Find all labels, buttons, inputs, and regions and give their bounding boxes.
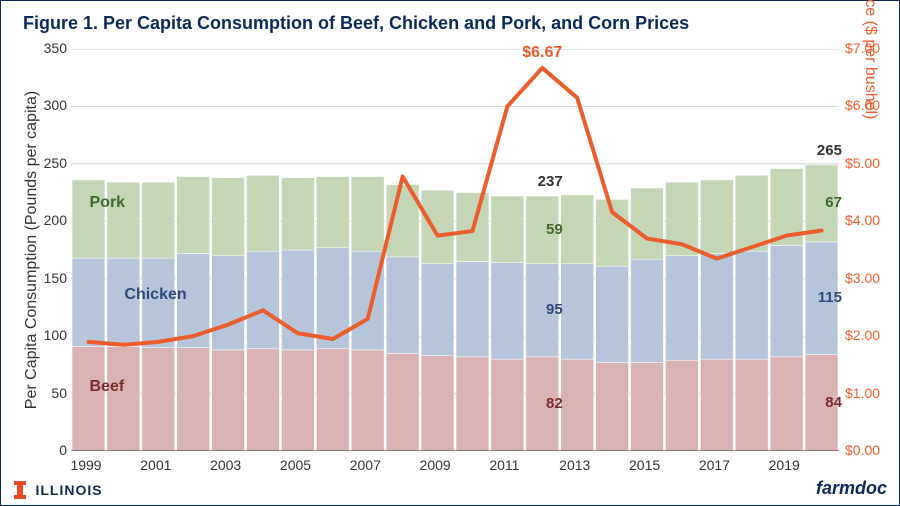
- brand-farmdoc: farmdoc: [816, 478, 887, 499]
- tick-label: 350: [37, 40, 67, 56]
- right-axis-label: Corn Price ($ per bushel): [861, 0, 879, 140]
- tick-label: 2015: [629, 457, 660, 473]
- brand-illinois-text: ILLINOIS: [35, 482, 102, 498]
- tick-label: 2001: [140, 457, 171, 473]
- tick-label: $3.00: [845, 270, 880, 286]
- tick-label: 2017: [699, 457, 730, 473]
- tick-label: $4.00: [845, 212, 880, 228]
- tick-label: 250: [37, 155, 67, 171]
- tick-label: $0.00: [845, 442, 880, 458]
- tick-label: 1999: [70, 457, 101, 473]
- chart-figure: Figure 1. Per Capita Consumption of Beef…: [0, 0, 900, 506]
- series-label-chicken: Chicken: [124, 286, 186, 304]
- annotation: 67: [799, 194, 842, 211]
- tick-label: $1.00: [845, 385, 880, 401]
- tick-label: 200: [37, 212, 67, 228]
- left-axis-label: Per Capita Consumption (Pounds per capit…: [23, 80, 41, 420]
- tick-label: 2007: [350, 457, 381, 473]
- tick-label: 2011: [489, 457, 519, 473]
- tick-label: 2003: [210, 457, 241, 473]
- annotation: 59: [520, 221, 563, 238]
- tick-label: 50: [37, 385, 67, 401]
- plot-area: [71, 49, 839, 451]
- chart-title: Figure 1. Per Capita Consumption of Beef…: [23, 13, 689, 34]
- series-label-pork: Pork: [90, 194, 126, 212]
- plot-svg: [71, 49, 839, 451]
- annotation: 237: [520, 173, 563, 190]
- tick-label: 2013: [559, 457, 590, 473]
- annotation: 95: [520, 301, 563, 318]
- illinois-block-i-icon: [13, 481, 27, 499]
- tick-label: $2.00: [845, 327, 880, 343]
- tick-label: $7.00: [845, 40, 880, 56]
- series-label-beef: Beef: [90, 378, 125, 396]
- annotation: 265: [799, 142, 842, 159]
- tick-label: $6.00: [845, 97, 880, 113]
- tick-label: 2009: [420, 457, 451, 473]
- tick-label: 300: [37, 97, 67, 113]
- tick-label: 100: [37, 327, 67, 343]
- line-peak-label: $6.67: [514, 44, 570, 62]
- brand-illinois: ILLINOIS: [13, 481, 103, 499]
- tick-label: $5.00: [845, 155, 880, 171]
- annotation: 84: [799, 394, 842, 411]
- footer: ILLINOIS farmdoc: [13, 477, 887, 499]
- tick-label: 2005: [280, 457, 311, 473]
- tick-label: 2019: [769, 457, 800, 473]
- annotation: 115: [799, 289, 842, 306]
- tick-label: 150: [37, 270, 67, 286]
- annotation: 82: [520, 395, 563, 412]
- tick-label: 0: [37, 442, 67, 458]
